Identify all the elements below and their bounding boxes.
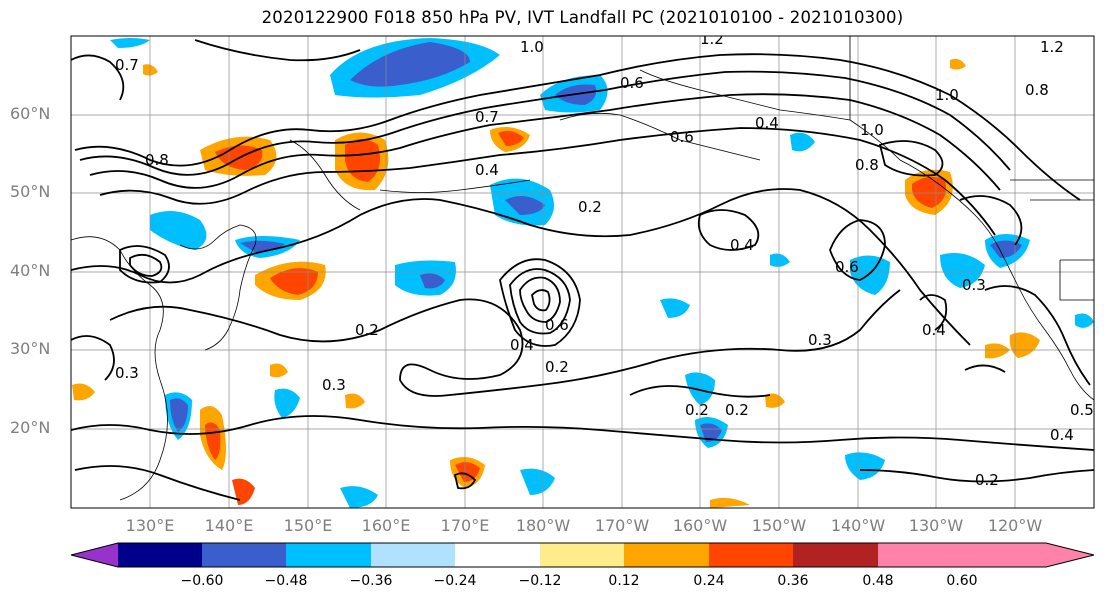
colorbar-tick-label: 0.48 bbox=[862, 573, 894, 589]
contour-label: 0.6 bbox=[545, 316, 569, 334]
chart-title: 2020122900 F018 850 hPa PV, IVT Landfall… bbox=[261, 8, 904, 27]
colorbar-tick-label: −0.24 bbox=[433, 573, 477, 589]
lon-label: 150°W bbox=[751, 516, 807, 535]
lon-label: 180°W bbox=[515, 516, 571, 535]
lat-label: 40°N bbox=[10, 261, 51, 280]
contour-label: 1.0 bbox=[520, 38, 544, 56]
colorbar bbox=[70, 542, 1095, 568]
contour-label: 0.3 bbox=[962, 276, 986, 294]
contour-label: 0.4 bbox=[475, 161, 499, 179]
colorbar-tick-label: 0.12 bbox=[608, 573, 640, 589]
contour-label: 0.8 bbox=[855, 156, 879, 174]
colorbar-arrow-low bbox=[71, 543, 118, 567]
contour-label: 0.5 bbox=[1070, 401, 1094, 419]
colorbar-segment bbox=[540, 543, 624, 567]
contour-label: 0.2 bbox=[685, 401, 709, 419]
lon-label: 130°W bbox=[908, 516, 964, 535]
contour-label: 0.2 bbox=[578, 198, 602, 216]
contour-label: 1.2 bbox=[1040, 38, 1064, 56]
contour-label: 0.4 bbox=[510, 336, 534, 354]
colorbar-segment bbox=[624, 543, 709, 567]
colorbar-segment bbox=[793, 543, 878, 567]
contour-label: 1.2 bbox=[700, 30, 724, 48]
contour-label: 0.8 bbox=[1025, 81, 1049, 99]
lat-label: 20°N bbox=[10, 418, 51, 437]
lon-label: 140°E bbox=[204, 516, 254, 535]
colorbar-tick-label: 0.36 bbox=[777, 573, 809, 589]
contour-label: 0.3 bbox=[115, 364, 139, 382]
contour-label: 0.2 bbox=[545, 358, 569, 376]
contour-label: 0.7 bbox=[115, 56, 139, 74]
lon-label: 160°E bbox=[361, 516, 411, 535]
colorbar-arrow-high bbox=[962, 543, 1094, 567]
contour-label: 0.4 bbox=[922, 321, 946, 339]
contour-label: 0.6 bbox=[670, 128, 694, 146]
colorbar-tick-label: 0.24 bbox=[693, 573, 725, 589]
colorbar-segment bbox=[709, 543, 793, 567]
positive-anomaly-shading bbox=[72, 58, 1040, 508]
colorbar-tick-label: −0.48 bbox=[264, 573, 308, 589]
lon-label: 140°W bbox=[830, 516, 886, 535]
colorbar-tick-label: 0.60 bbox=[946, 573, 978, 589]
colorbar-tick-label: −0.60 bbox=[180, 573, 224, 589]
contour-label: 0.4 bbox=[1050, 426, 1074, 444]
negative-anomaly-shading bbox=[110, 38, 1094, 508]
colorbar-segment bbox=[118, 543, 202, 567]
contour-label: 0.3 bbox=[808, 331, 832, 349]
contour-label: 0.3 bbox=[322, 376, 346, 394]
lon-label: 160°W bbox=[672, 516, 728, 535]
contour-labels: 1.0 1.2 1.2 1.0 0.8 0.6 0.7 0.4 0.6 0.4 … bbox=[115, 30, 1094, 489]
contour-label: 0.4 bbox=[755, 114, 779, 132]
colorbar-segment bbox=[455, 543, 540, 567]
contour-label: 0.2 bbox=[725, 401, 749, 419]
map-panel: 1.0 1.2 1.2 1.0 0.8 0.6 0.7 0.4 0.6 0.4 … bbox=[71, 30, 1094, 508]
contour-label: 0.7 bbox=[475, 108, 499, 126]
lon-label: 120°W bbox=[987, 516, 1043, 535]
colorbar-segment bbox=[202, 543, 286, 567]
contour-lines bbox=[71, 39, 1094, 501]
contour-label: 1.0 bbox=[935, 86, 959, 104]
lat-label: 50°N bbox=[10, 182, 51, 201]
colorbar-tick-label: −0.12 bbox=[518, 573, 562, 589]
contour-label: 0.6 bbox=[835, 258, 859, 276]
contour-label: 0.6 bbox=[620, 74, 644, 92]
lon-label: 170°W bbox=[594, 516, 650, 535]
contour-label: 0.8 bbox=[145, 151, 169, 169]
lat-label: 30°N bbox=[10, 339, 51, 358]
contour-label: 1.0 bbox=[860, 121, 884, 139]
lon-label: 150°E bbox=[283, 516, 333, 535]
colorbar-tick-label: −0.36 bbox=[349, 573, 393, 589]
colorbar-segment bbox=[286, 543, 371, 567]
contour-label: 0.4 bbox=[730, 236, 754, 254]
contour-label: 0.2 bbox=[355, 321, 379, 339]
lat-label: 60°N bbox=[10, 104, 51, 123]
contour-label: 0.2 bbox=[975, 471, 999, 489]
colorbar-segment bbox=[371, 543, 455, 567]
colorbar-segment bbox=[878, 543, 962, 567]
lon-label: 170°E bbox=[440, 516, 490, 535]
map-frame bbox=[70, 35, 1095, 509]
lon-label: 130°E bbox=[125, 516, 175, 535]
